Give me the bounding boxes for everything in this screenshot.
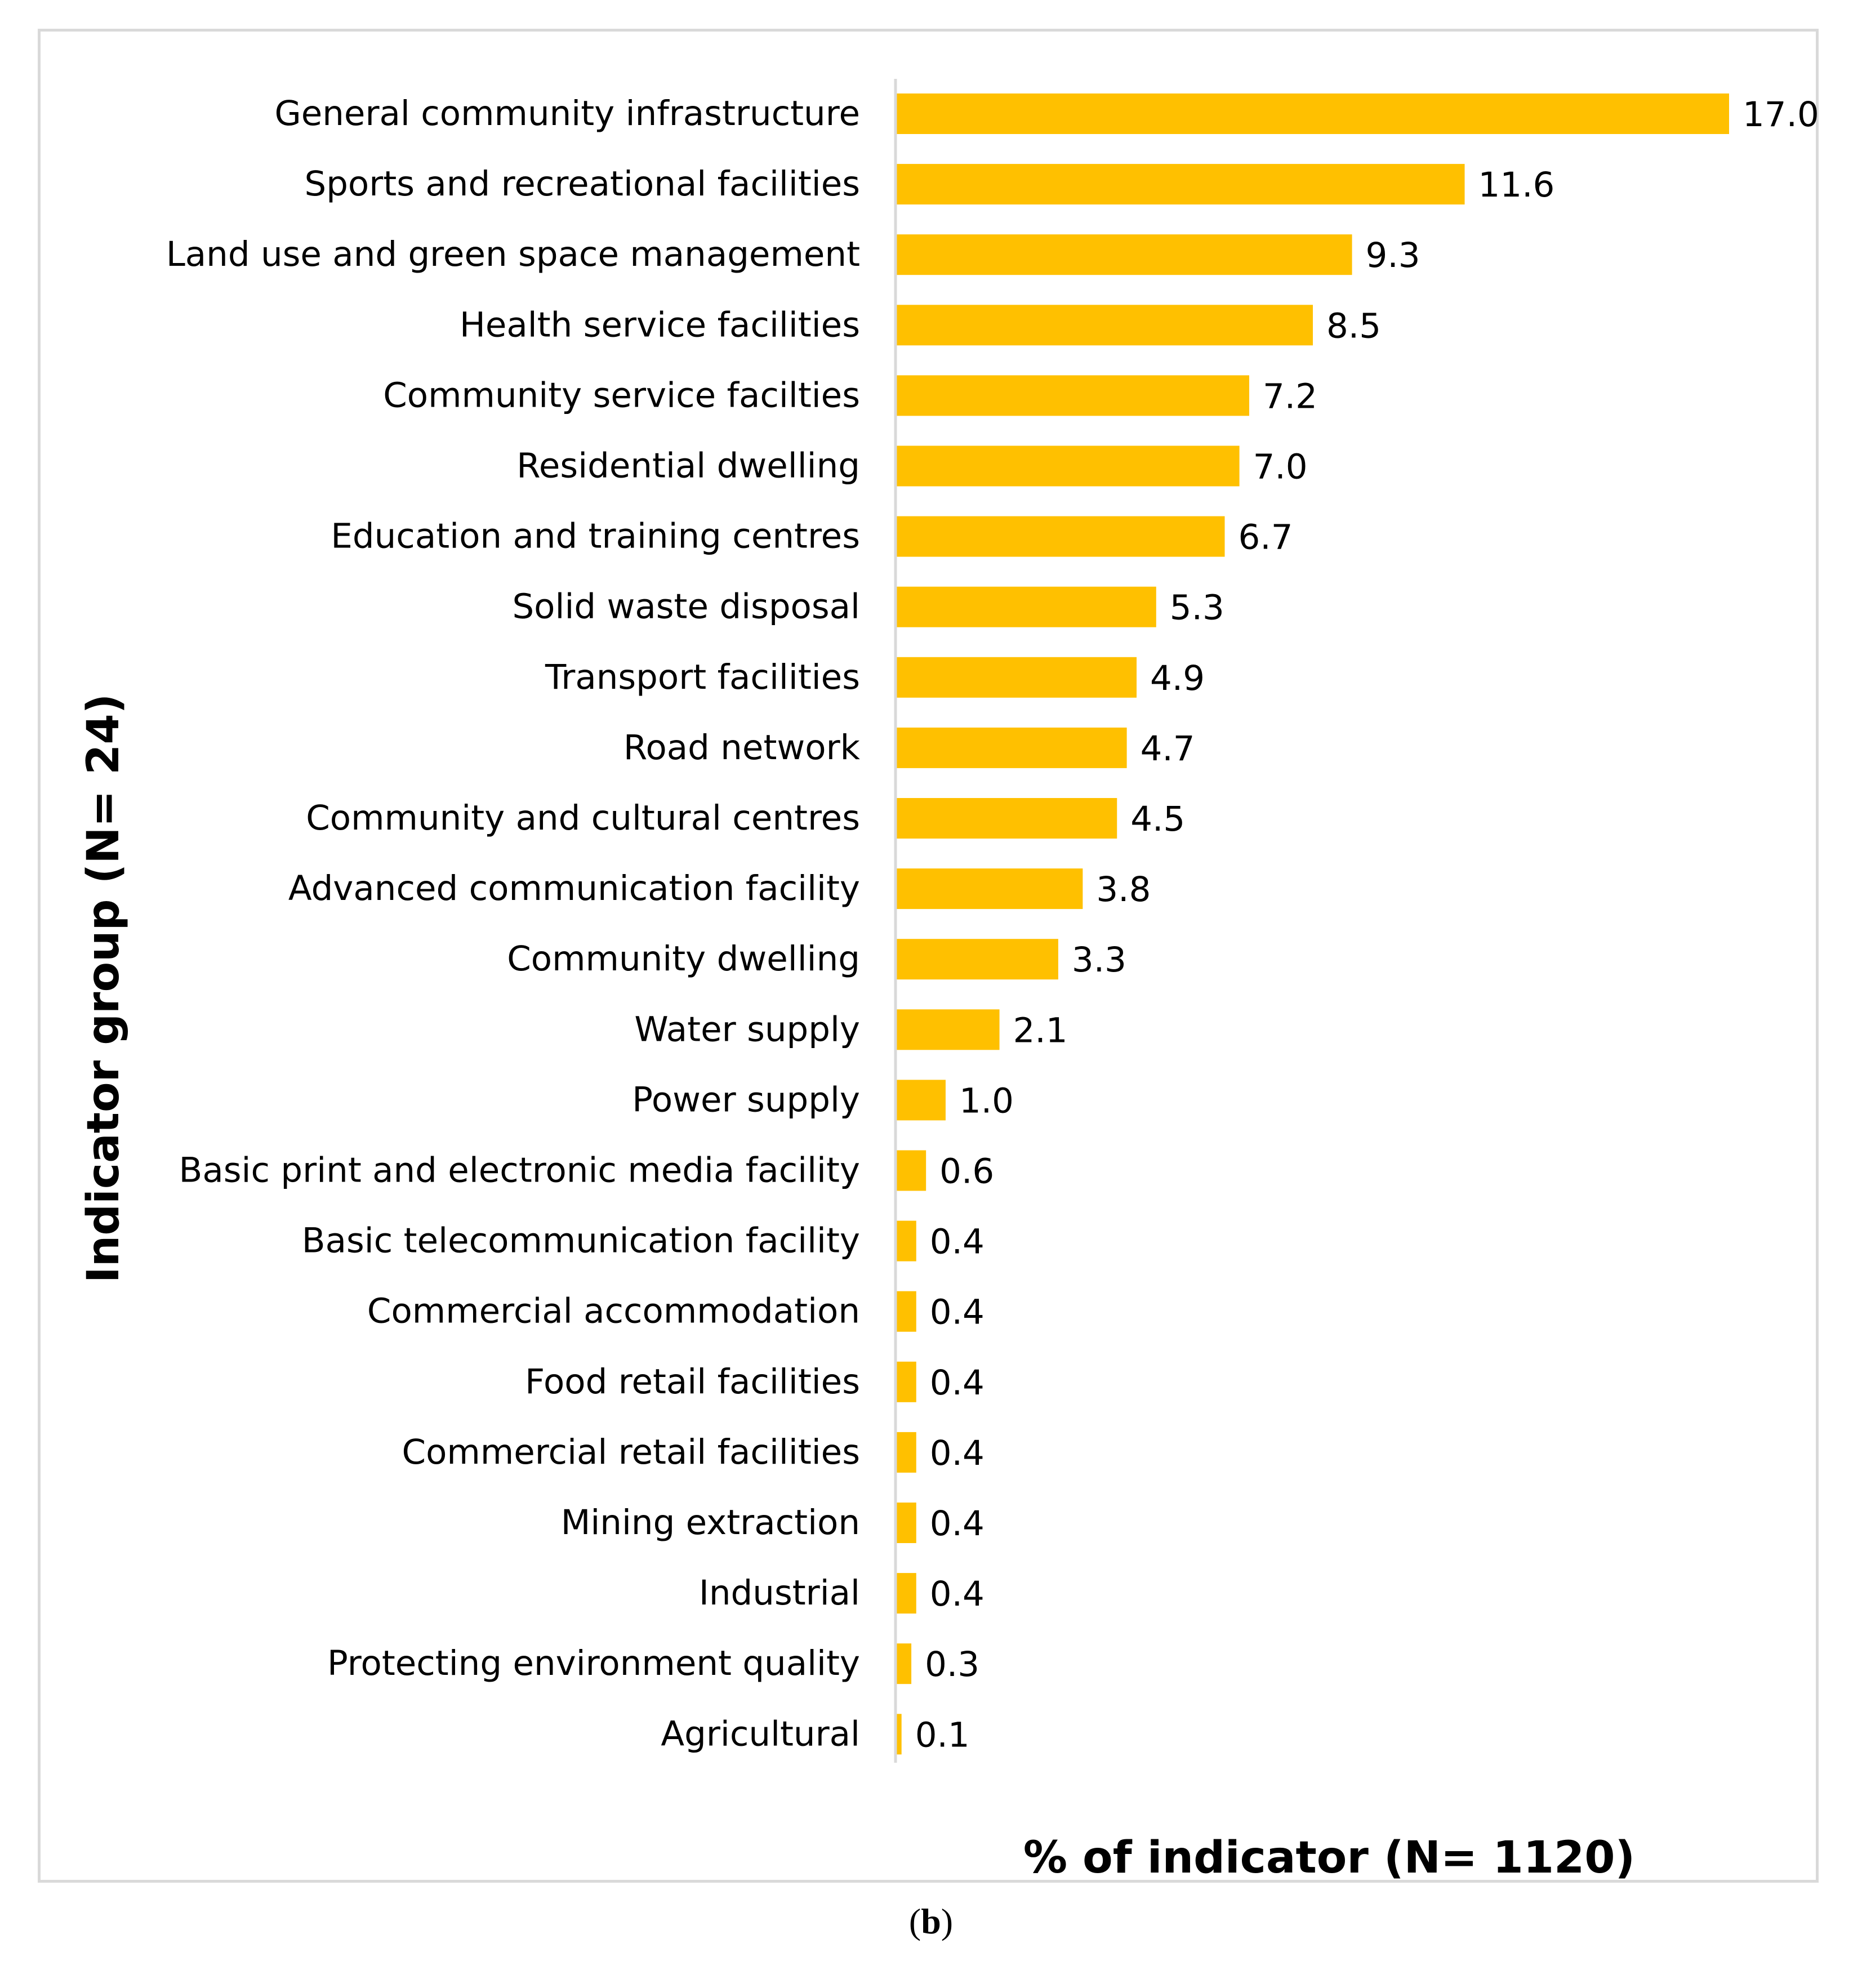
bar: [897, 305, 1313, 346]
category-label: Protecting environment quality: [327, 1643, 860, 1683]
category-label: Community dwelling: [507, 939, 860, 979]
data-label: 0.4: [930, 1504, 985, 1544]
bar: [897, 1714, 902, 1755]
data-label: 0.6: [939, 1152, 994, 1192]
category-label: Road network: [623, 728, 861, 768]
bar: [897, 586, 1156, 627]
data-label: 0.4: [930, 1574, 985, 1614]
data-label: 5.3: [1170, 588, 1224, 628]
category-label: Commercial retail facilities: [402, 1432, 861, 1472]
data-label: 1.0: [959, 1081, 1014, 1121]
category-label: Agricultural: [661, 1714, 860, 1754]
category-label: Transport facilities: [545, 657, 860, 697]
data-label: 0.4: [930, 1433, 985, 1473]
bars-layer: General community infrastructure 17.0 Spor…: [166, 93, 1819, 1755]
bar: [897, 516, 1225, 557]
caption-letter: b: [921, 1901, 941, 1941]
bar: [897, 868, 1083, 910]
bar: [897, 1150, 926, 1191]
data-label: 7.0: [1253, 447, 1308, 487]
bar: [897, 1503, 916, 1543]
data-label: 6.7: [1239, 518, 1293, 558]
bar: [897, 657, 1137, 698]
bar: [897, 1009, 1000, 1050]
bar: [897, 1220, 916, 1262]
bar: [897, 1361, 916, 1402]
data-label: 17.0: [1743, 95, 1819, 135]
data-label: 4.9: [1150, 658, 1205, 698]
bar: [897, 164, 1465, 205]
category-label: Residential dwelling: [516, 446, 860, 486]
category-label: Sports and recreational facilities: [304, 164, 860, 204]
caption-close: ): [941, 1901, 954, 1941]
data-label: 11.6: [1478, 165, 1555, 205]
x-axis-title: % of indicator (N= 1120): [1023, 1833, 1635, 1883]
data-label: 2.1: [1013, 1010, 1068, 1050]
data-label: 0.4: [930, 1222, 985, 1262]
y-axis-title: Indicator group (N= 24): [78, 694, 129, 1283]
bar: [897, 93, 1729, 134]
data-label: 9.3: [1366, 235, 1420, 275]
bar: [897, 1643, 912, 1684]
bar: [897, 1080, 946, 1121]
category-label: Basic telecommunication facility: [302, 1221, 860, 1261]
data-label: 0.3: [925, 1644, 979, 1684]
bar: [897, 375, 1249, 416]
category-label: Mining extraction: [561, 1503, 860, 1543]
caption-open: (: [908, 1901, 921, 1941]
category-label: Basic print and electronic media facilit…: [179, 1151, 860, 1191]
bar: [897, 939, 1058, 980]
data-label: 8.5: [1326, 306, 1381, 346]
category-label: Community service facilties: [383, 375, 860, 415]
data-label: 0.4: [930, 1363, 985, 1403]
category-label: Industrial: [699, 1573, 860, 1613]
bar: [897, 234, 1352, 275]
data-label: 7.2: [1263, 376, 1317, 416]
data-label: 4.5: [1130, 799, 1185, 839]
bar: [897, 798, 1117, 839]
figure-caption: (b): [0, 1901, 1862, 1942]
category-label: Health service facilities: [460, 305, 860, 345]
data-label: 3.3: [1072, 940, 1126, 980]
data-label: 0.1: [915, 1715, 970, 1755]
category-label: Solid waste disposal: [512, 587, 860, 627]
bar: [897, 445, 1240, 487]
bar: [897, 1432, 916, 1473]
bar: [897, 1291, 916, 1332]
data-label: 0.4: [930, 1292, 985, 1332]
bar: [897, 727, 1127, 768]
category-label: Water supply: [634, 1009, 860, 1049]
category-label: Advanced communication facility: [288, 868, 860, 908]
category-label: Food retail facilities: [525, 1362, 860, 1402]
category-label: Commercial accommodation: [367, 1291, 860, 1331]
category-label: Education and training centres: [331, 516, 860, 556]
category-label: Land use and green space management: [166, 234, 860, 274]
bar: [897, 1573, 916, 1614]
category-label: Power supply: [632, 1080, 860, 1120]
data-label: 4.7: [1141, 729, 1195, 769]
category-label: Community and cultural centres: [306, 798, 860, 838]
data-label: 3.8: [1096, 870, 1151, 910]
category-label: General community infrastructure: [274, 93, 860, 133]
